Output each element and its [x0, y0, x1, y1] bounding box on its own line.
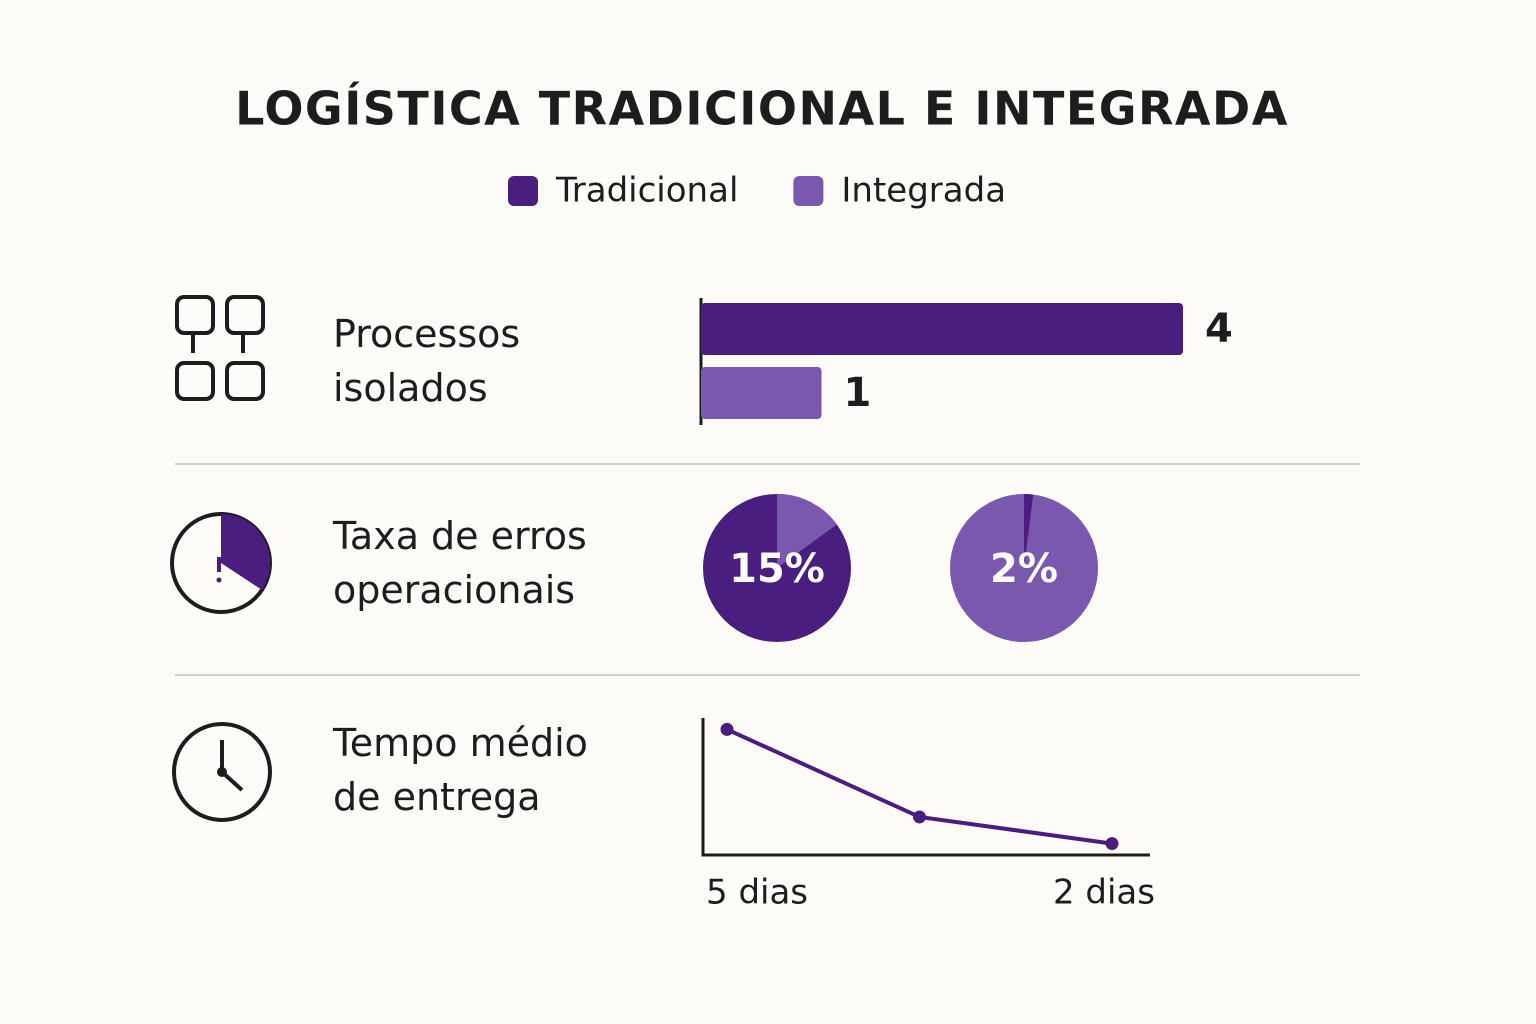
value-label: 4	[1205, 306, 1233, 352]
row-label: Taxa de erros operacionais	[333, 514, 587, 612]
pie-slice	[1024, 494, 1034, 568]
line	[726, 727, 1113, 846]
pie-slice	[777, 494, 837, 568]
legend-swatch	[508, 176, 538, 206]
row-label: Tempo médio de entrega	[333, 721, 588, 819]
title: LOGÍSTICA TRADICIONAL E INTEGRADA	[235, 82, 1289, 136]
icon-clock	[172, 722, 272, 822]
icon-processes	[175, 295, 265, 401]
point	[913, 810, 926, 824]
bar	[701, 367, 822, 419]
bar	[701, 303, 1183, 355]
x-tick-label: 2 dias	[1053, 873, 1155, 913]
value-label: 2%	[990, 546, 1058, 592]
icon-errors	[170, 512, 272, 614]
point	[720, 722, 734, 736]
row-label: Processos isolados	[333, 312, 521, 410]
legend-label: Tradicional	[555, 171, 738, 211]
axis	[701, 718, 1150, 857]
legend-swatch	[793, 176, 824, 206]
value-label: 1	[844, 370, 872, 416]
value-label: 15%	[729, 546, 825, 592]
x-tick-label: 5 dias	[706, 873, 808, 913]
point	[1105, 837, 1119, 851]
legend-label: Integrada	[841, 171, 1006, 211]
